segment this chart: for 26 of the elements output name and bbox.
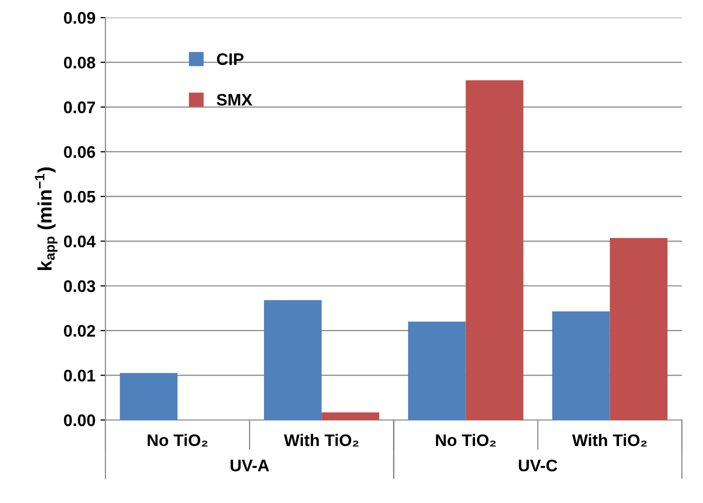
y-tick-label: 0.00 <box>64 414 96 426</box>
text: UV-A <box>230 460 270 472</box>
bar <box>322 412 380 420</box>
y-tick-label: 0.07 <box>64 101 95 114</box>
bar <box>120 373 178 420</box>
y-tick-label: 0.09 <box>64 12 96 24</box>
bar <box>610 238 668 420</box>
legend-label: SMX <box>216 94 252 106</box>
x-tick-label: No TiO₂ <box>148 434 208 446</box>
bar <box>264 300 322 420</box>
bar <box>408 322 466 420</box>
bar <box>552 311 610 420</box>
text: UV-C <box>518 460 558 472</box>
y-tick-label: 0.03 <box>64 280 96 292</box>
y-tick-label: 0.01 <box>64 370 96 382</box>
y-axis-title: k$_{app}$ (min$^{−1}$) <box>34 167 58 270</box>
x-tick-label: With TiO₂ <box>284 434 358 446</box>
y-tick-label: 0.05 <box>64 190 96 203</box>
bar <box>466 80 524 420</box>
legend-label: CIP <box>216 53 244 66</box>
y-tick-label: 0.06 <box>64 146 96 158</box>
y-tick-label: 0.08 <box>64 56 96 69</box>
y-tick-label: 0.02 <box>64 324 96 337</box>
x-tick-label: With TiO₂ <box>572 434 647 446</box>
y-tick-label: 0.04 <box>64 236 96 248</box>
x-tick-label: No TiO₂ <box>436 434 496 446</box>
